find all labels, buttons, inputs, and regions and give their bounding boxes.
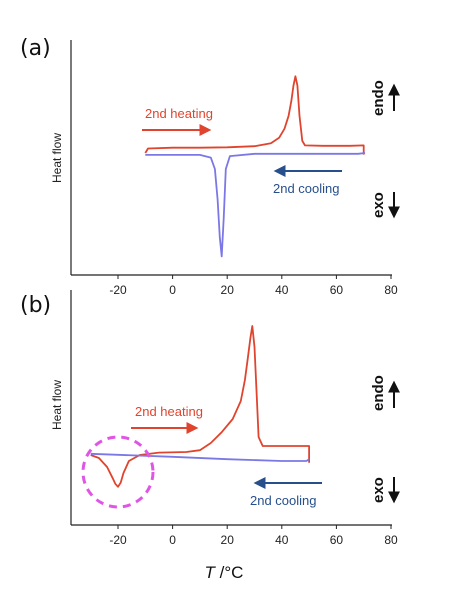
panel-b-x-tick-label-4: 60	[330, 533, 344, 547]
panel-a-x-tick-label-1: 0	[169, 283, 176, 297]
panel-b-cooling-label: 2nd cooling	[250, 493, 317, 508]
x-axis-label-unit: /°C	[215, 563, 244, 582]
panel-b-x-ticks: -20 0 20 40 60 80	[109, 525, 398, 547]
panel-label-a: (a)	[20, 36, 51, 61]
panel-a-x-tick-label-3: 40	[275, 283, 289, 297]
panel-label-b: (b)	[20, 293, 51, 318]
panel-a: (a) Heat flow -20 0 20 40 60 80 2nd heating 2…	[20, 36, 400, 297]
panel-a-x-ticks: -20 0 20 40 60 80	[109, 275, 398, 297]
panel-a-x-tick-label-5: 80	[384, 283, 398, 297]
panel-b-heating-curve	[90, 325, 310, 488]
panel-a-cooling-label: 2nd cooling	[273, 181, 340, 196]
panel-b-x-tick-label-5: 80	[384, 533, 398, 547]
panel-b-exo-label: exo	[370, 477, 387, 503]
panel-b-y-label: Heat flow	[50, 380, 64, 430]
panel-b: (b) Heat flow -20 0 20 40 60 80 2nd heating 2…	[20, 290, 400, 547]
panel-a-x-tick-label-4: 60	[330, 283, 344, 297]
panel-b-x-tick-label-0: -20	[109, 533, 127, 547]
panel-b-x-tick-label-3: 40	[275, 533, 289, 547]
panel-b-heating-label: 2nd heating	[135, 404, 203, 419]
panel-b-cooling-curve	[90, 452, 310, 462]
panel-a-y-label: Heat flow	[50, 133, 64, 183]
panel-a-endo-label: endo	[370, 80, 387, 116]
panel-a-exo-label: exo	[370, 192, 387, 218]
panel-b-endo-label: endo	[370, 375, 387, 411]
panel-a-x-tick-label-0: -20	[109, 283, 127, 297]
panel-a-heating-curve	[144, 75, 365, 155]
x-axis-label-symbol: T	[205, 563, 217, 582]
x-axis-label: T /°C	[205, 563, 244, 582]
panel-b-x-tick-label-2: 20	[221, 533, 235, 547]
panel-a-cooling-curve	[145, 152, 366, 258]
panel-a-x-tick-label-2: 20	[221, 283, 235, 297]
panel-b-highlight-circle	[81, 435, 155, 509]
panel-a-heating-label: 2nd heating	[145, 106, 213, 121]
panel-b-x-tick-label-1: 0	[169, 533, 176, 547]
